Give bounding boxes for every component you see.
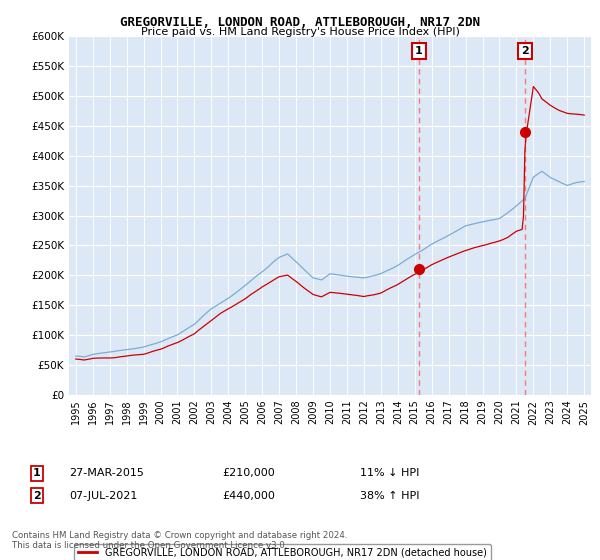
Text: Contains HM Land Registry data © Crown copyright and database right 2024.
This d: Contains HM Land Registry data © Crown c… [12, 530, 347, 550]
Text: 11% ↓ HPI: 11% ↓ HPI [360, 468, 419, 478]
Legend: GREGORVILLE, LONDON ROAD, ATTLEBOROUGH, NR17 2DN (detached house), HPI: Average : GREGORVILLE, LONDON ROAD, ATTLEBOROUGH, … [74, 544, 491, 560]
Text: £440,000: £440,000 [222, 491, 275, 501]
Text: GREGORVILLE, LONDON ROAD, ATTLEBOROUGH, NR17 2DN: GREGORVILLE, LONDON ROAD, ATTLEBOROUGH, … [120, 16, 480, 29]
Text: 2: 2 [33, 491, 41, 501]
Text: £210,000: £210,000 [222, 468, 275, 478]
Text: 2: 2 [521, 46, 529, 57]
Text: 1: 1 [415, 46, 422, 57]
Text: 1: 1 [33, 468, 41, 478]
Text: 27-MAR-2015: 27-MAR-2015 [69, 468, 144, 478]
Text: 07-JUL-2021: 07-JUL-2021 [69, 491, 137, 501]
Text: 38% ↑ HPI: 38% ↑ HPI [360, 491, 419, 501]
Text: Price paid vs. HM Land Registry's House Price Index (HPI): Price paid vs. HM Land Registry's House … [140, 27, 460, 37]
